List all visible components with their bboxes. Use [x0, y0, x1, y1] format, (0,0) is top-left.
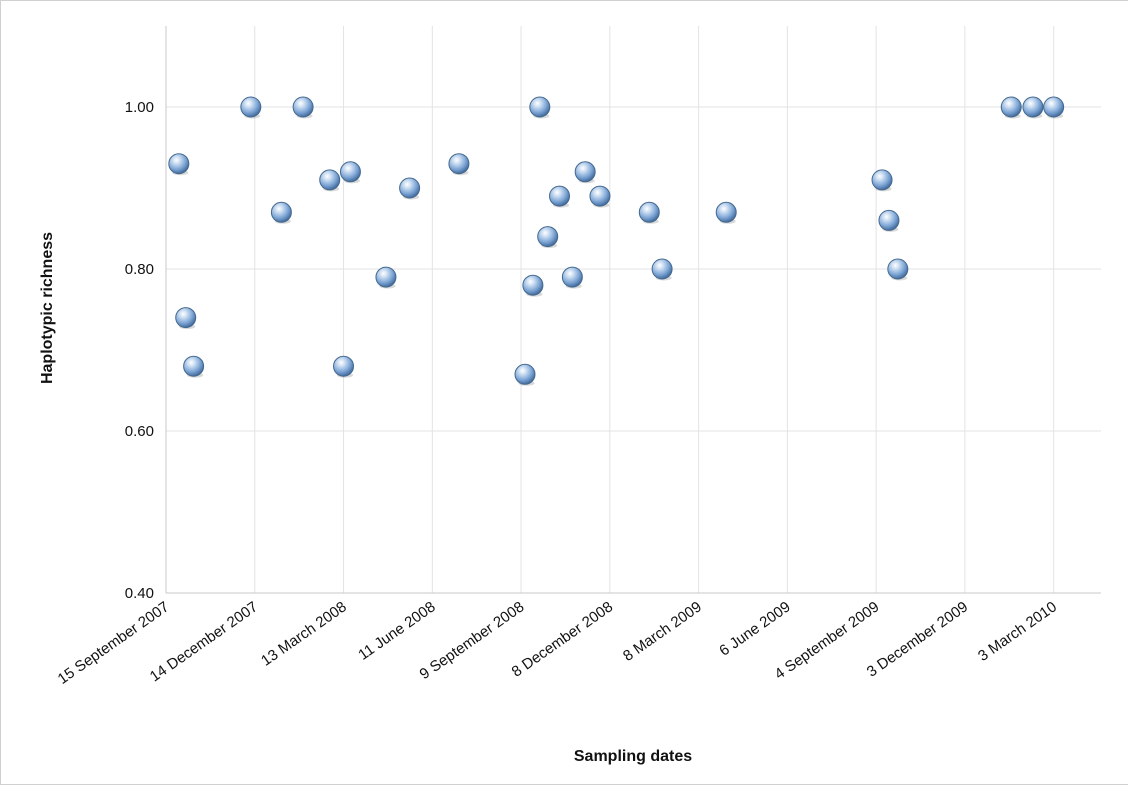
data-point: [319, 169, 341, 192]
data-point: [514, 363, 536, 386]
data-point: [589, 185, 611, 208]
data-points: [168, 96, 1065, 386]
data-point: [448, 153, 470, 176]
x-tick-label: 6 June 2009: [716, 598, 793, 659]
data-point: [292, 96, 314, 119]
data-point: [175, 307, 197, 330]
data-point: [1043, 96, 1065, 119]
data-point: [1022, 96, 1044, 119]
y-tick-label: 0.60: [125, 423, 154, 440]
data-point: [638, 201, 660, 224]
y-tick-label: 0.80: [125, 261, 154, 278]
axis-labels: Haplotypic richness Sampling dates: [39, 232, 692, 765]
data-point: [715, 201, 737, 224]
data-point: [1000, 96, 1022, 119]
data-point: [333, 355, 355, 378]
data-point: [375, 266, 397, 289]
data-point: [651, 258, 673, 281]
data-point: [270, 201, 292, 224]
grid-layer: [166, 26, 1101, 593]
data-point: [529, 96, 551, 119]
y-tick-label: 1.00: [125, 99, 154, 116]
x-tick-label: 3 March 2010: [975, 598, 1060, 665]
data-point: [561, 266, 583, 289]
data-point: [339, 161, 361, 184]
x-tick-label: 11 June 2008: [355, 598, 438, 663]
x-tick-label: 8 March 2009: [620, 598, 705, 665]
data-point: [537, 226, 559, 249]
data-point: [240, 96, 262, 119]
y-tick-label: 0.40: [125, 585, 154, 602]
data-point: [871, 169, 893, 192]
x-axis-label: Sampling dates: [574, 748, 692, 765]
data-point: [168, 153, 190, 176]
data-point: [549, 185, 571, 208]
data-point: [574, 161, 596, 184]
data-point: [399, 177, 421, 200]
data-point: [183, 355, 205, 378]
data-point: [887, 258, 909, 281]
data-point: [522, 274, 544, 297]
y-axis-label: Haplotypic richness: [39, 232, 56, 384]
data-point: [878, 209, 900, 232]
x-tick-label: 13 March 2008: [258, 598, 350, 669]
